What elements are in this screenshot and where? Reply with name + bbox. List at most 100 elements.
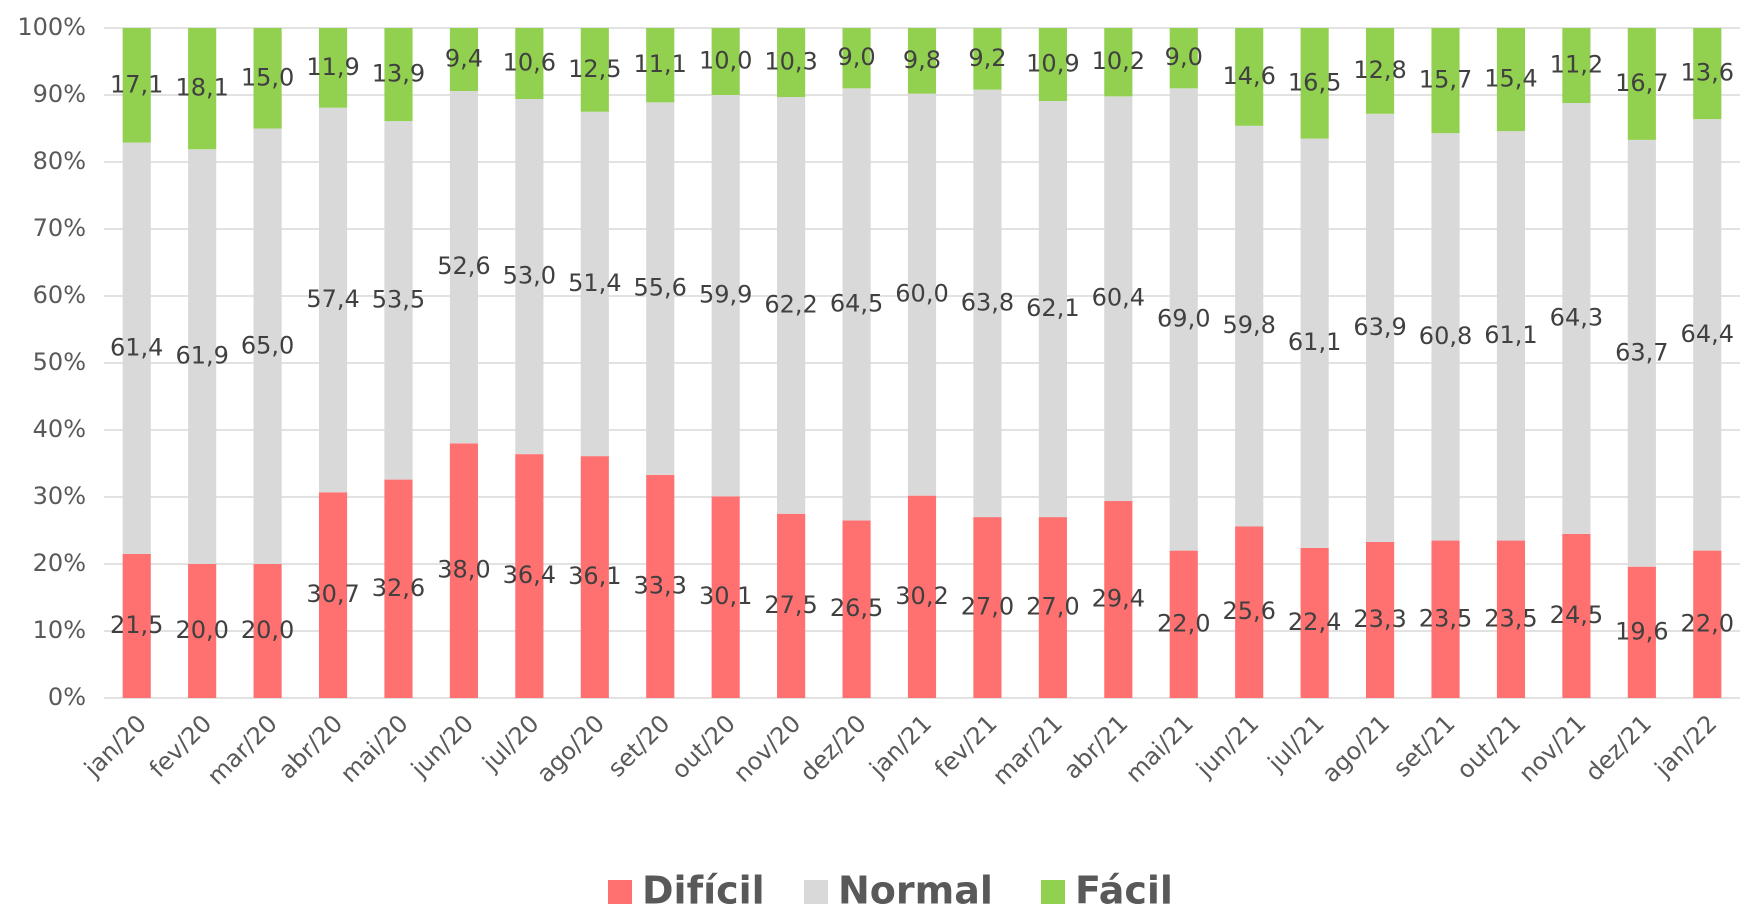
data-label: 64,4 (1681, 320, 1734, 348)
data-label: 27,5 (764, 591, 817, 619)
x-tick-label: jan/21 (863, 709, 937, 783)
bar-segment (842, 88, 871, 521)
bar-segment (646, 102, 675, 475)
x-tick-label: nov/21 (1513, 709, 1591, 787)
data-label: 59,8 (1222, 311, 1275, 339)
data-label: 30,2 (895, 582, 948, 610)
data-label: 10,0 (699, 47, 752, 75)
data-label: 18,1 (175, 74, 228, 102)
data-label: 60,4 (1092, 284, 1145, 312)
bar-segment (1104, 28, 1133, 97)
bar-segment (1038, 101, 1067, 518)
bar-segment (1169, 88, 1198, 551)
data-label: 29,4 (1092, 585, 1145, 613)
data-label: 11,1 (634, 50, 687, 78)
data-label: 14,6 (1222, 62, 1275, 90)
bar-segment (711, 496, 740, 698)
x-tick-label: ago/20 (531, 709, 610, 788)
x-tick-label: jun/20 (405, 709, 479, 783)
bar-segment (253, 128, 282, 564)
data-label: 63,9 (1353, 313, 1406, 341)
bar-segment (318, 107, 348, 493)
bar-segment (1235, 28, 1264, 126)
x-tick-label: mai/21 (1120, 709, 1199, 788)
bar-segment (1300, 547, 1329, 698)
bar-segment (1366, 113, 1395, 542)
data-label: 65,0 (241, 331, 294, 359)
data-label: 27,0 (1026, 593, 1079, 621)
data-label: 32,6 (372, 574, 425, 602)
bar-segment (253, 564, 282, 698)
bar-segment (646, 474, 675, 698)
data-label: 23,5 (1484, 604, 1537, 632)
data-label: 26,5 (830, 594, 883, 622)
data-label: 57,4 (306, 285, 359, 313)
bar-segment (1235, 526, 1264, 698)
bar-segment (1366, 541, 1395, 698)
legend-label: Difícil (642, 869, 765, 910)
data-label: 61,1 (1288, 328, 1341, 356)
bar-segment (1627, 139, 1656, 567)
data-label: 55,6 (634, 274, 687, 302)
bar-segment (188, 564, 217, 698)
data-label: 20,0 (175, 616, 228, 644)
y-tick-label: 90% (33, 80, 86, 108)
y-tick-label: 20% (33, 549, 86, 577)
bar-segment (842, 28, 871, 89)
bar-segment (1235, 125, 1264, 527)
bar-segment (646, 28, 675, 103)
data-label: 53,0 (503, 262, 556, 290)
bar-segment (449, 28, 478, 91)
data-label: 20,0 (241, 616, 294, 644)
bar-segment (1366, 28, 1395, 114)
bar-segment (1431, 540, 1460, 698)
bar-segment (1627, 566, 1656, 698)
bar-segment (842, 520, 871, 698)
x-tick-label: dez/20 (795, 709, 872, 786)
bar-segment (1169, 550, 1198, 698)
bar-segment (1038, 517, 1067, 698)
data-label: 33,3 (634, 571, 687, 599)
x-tick-label: out/21 (1451, 709, 1526, 784)
data-label: 23,3 (1353, 605, 1406, 633)
bar-segment (384, 28, 413, 122)
bar-segment (1169, 28, 1198, 89)
bar-segment (1300, 28, 1329, 139)
x-tick-label: mai/20 (335, 709, 414, 788)
bar-segment (1300, 138, 1329, 548)
data-label: 36,4 (503, 561, 556, 589)
data-label: 12,5 (568, 55, 621, 83)
bar-segment (580, 111, 609, 457)
y-tick-label: 80% (33, 147, 86, 175)
bar-segment (1693, 28, 1722, 120)
bar-segment (580, 456, 609, 698)
bar-segment (777, 28, 806, 98)
data-label: 19,6 (1615, 617, 1668, 645)
data-label: 63,8 (961, 288, 1014, 316)
data-label: 38,0 (437, 556, 490, 584)
y-tick-label: 0% (48, 683, 86, 711)
bar-segment (580, 28, 609, 112)
bar-segment (1038, 28, 1067, 102)
legend-swatch (608, 880, 632, 904)
x-tick-label: out/20 (666, 709, 741, 784)
data-label: 9,0 (837, 43, 875, 71)
x-tick-label: mar/20 (202, 709, 283, 790)
bar-segment (777, 97, 806, 514)
data-label: 61,9 (175, 342, 228, 370)
legend-label: Fácil (1075, 869, 1173, 910)
bar-segment (1104, 96, 1133, 502)
bar-segment (1562, 533, 1591, 698)
data-label: 10,9 (1026, 50, 1079, 78)
data-label: 13,6 (1681, 59, 1734, 87)
data-label: 27,0 (961, 593, 1014, 621)
bar-segment (1562, 103, 1591, 534)
bar-segment (122, 28, 151, 143)
data-label: 11,9 (306, 53, 359, 81)
y-tick-label: 40% (33, 415, 86, 443)
bar-segment (907, 28, 937, 94)
x-tick-label: set/21 (1388, 709, 1461, 782)
data-label: 51,4 (568, 269, 621, 297)
data-label: 62,2 (764, 290, 817, 318)
bar-segment (1431, 133, 1460, 541)
